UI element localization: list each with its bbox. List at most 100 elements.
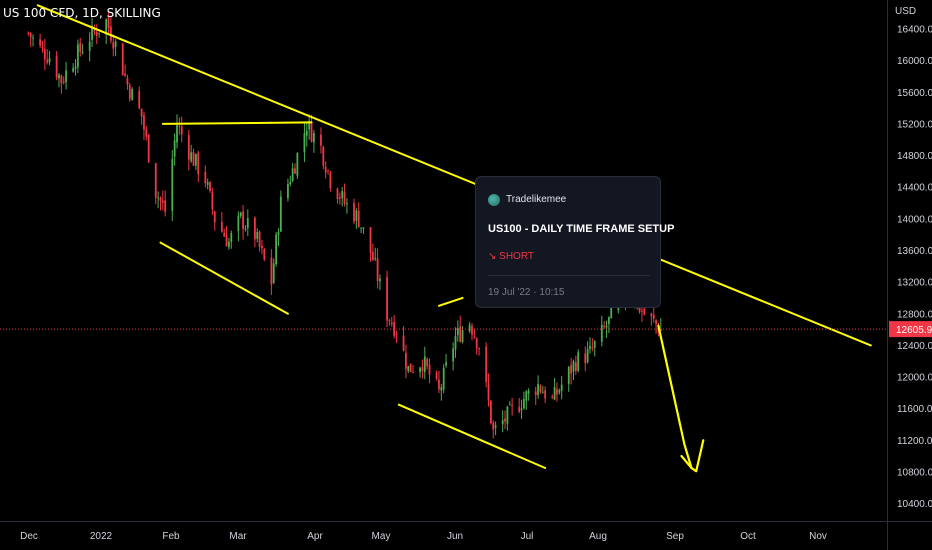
candle-body [294,168,296,174]
candle-body [32,37,34,39]
candle-body [379,278,381,282]
price-axis-border [887,0,888,550]
candle-body [289,181,292,184]
candle-body [641,310,643,312]
candle-body [176,125,178,143]
price-axis-unit: USD [895,6,917,17]
candle-body [287,184,289,199]
candle-body [147,134,150,163]
card-divider [488,275,650,276]
candle-body [336,188,339,200]
candle-body [518,406,521,412]
candle-body [187,135,190,160]
candle-body [438,379,440,390]
candle-body [258,231,261,248]
candle-body [409,363,412,373]
candle-body [520,408,523,411]
candle-body [459,326,462,342]
candle-body [322,146,325,166]
candle-body [164,200,167,212]
candle-body [643,308,646,315]
candle-body [239,212,242,217]
candle-body [209,182,211,191]
candle-body [454,336,457,350]
idea-title[interactable]: US100 - DAILY TIME FRAME SETUP [488,223,675,235]
candle-body [390,322,393,325]
candle-body [105,19,108,33]
candle-body [586,349,589,363]
candle-body [650,313,653,317]
candle-body [525,391,528,401]
candle-body [577,352,580,371]
candle-body [343,192,346,204]
candle-body [279,196,282,232]
candle-body [296,153,299,176]
candle-body [72,68,75,72]
candle-body [591,347,594,349]
last-price-badge [889,321,932,338]
candle-body [237,215,240,231]
candle-body [124,73,126,76]
time-tick-label: Jun [447,531,463,542]
time-tick-label: Aug [589,531,607,542]
candle-body [506,406,509,424]
candle-body [567,366,570,384]
time-tick-label: Dec [20,531,38,542]
candle-body [277,232,280,236]
candle-body [556,388,558,395]
chart-title: US 100 CFD, 1D, SKILLING [3,6,161,20]
candle-body [423,356,426,372]
candle-body [308,120,311,130]
candle-body [48,58,51,63]
time-tick-label: Nov [809,531,827,542]
candle-body [452,348,455,362]
price-tick-label: 12000.0 [897,373,932,384]
candle-body [178,125,181,127]
candle-body [369,227,372,253]
candle-body [126,77,129,85]
time-tick-label: 2022 [90,531,113,542]
candle-body [584,353,587,364]
candle-body [360,227,362,229]
candle-body [65,70,67,83]
candle-body [445,362,447,366]
axes-group: 16400.0 16000.0 15600.0 15200.0 14800.0 14400… [0,25,932,542]
candle-body [253,217,256,240]
candle-body [79,42,82,52]
candle-body [98,32,101,34]
candle-body [324,166,327,173]
candle-body [508,404,511,406]
candle-body [180,126,183,135]
candle-body [492,422,495,430]
candle-body [41,47,44,49]
candle-body [456,327,459,336]
candle-body [46,59,49,63]
projection-arrow [657,324,705,473]
candle-body [74,66,77,69]
time-tick-label: May [372,531,391,542]
candle-body [442,367,445,390]
drawings-group [36,4,872,473]
candle-body [534,391,537,396]
candle-body [305,130,308,136]
candle-body [553,387,556,400]
candle-body [138,90,141,109]
candle-body [204,171,207,184]
author-name[interactable]: Tradelikemee [506,194,567,205]
candle-body [194,154,197,166]
candle-body [29,33,32,38]
price-tick-label: 15600.0 [897,88,932,99]
candle-body [440,387,443,391]
price-tick-label: 10800.0 [897,467,932,478]
candle-body [421,367,424,371]
idea-card[interactable]: Tradelikemee US100 - DAILY TIME FRAME SE… [475,176,674,308]
author-avatar [488,194,500,206]
time-tick-label: Jul [521,531,534,542]
time-tick-label: Oct [740,531,756,542]
candle-body [504,418,506,422]
candle-body [607,316,610,324]
candle-body [407,365,410,372]
candle-body [112,42,115,49]
